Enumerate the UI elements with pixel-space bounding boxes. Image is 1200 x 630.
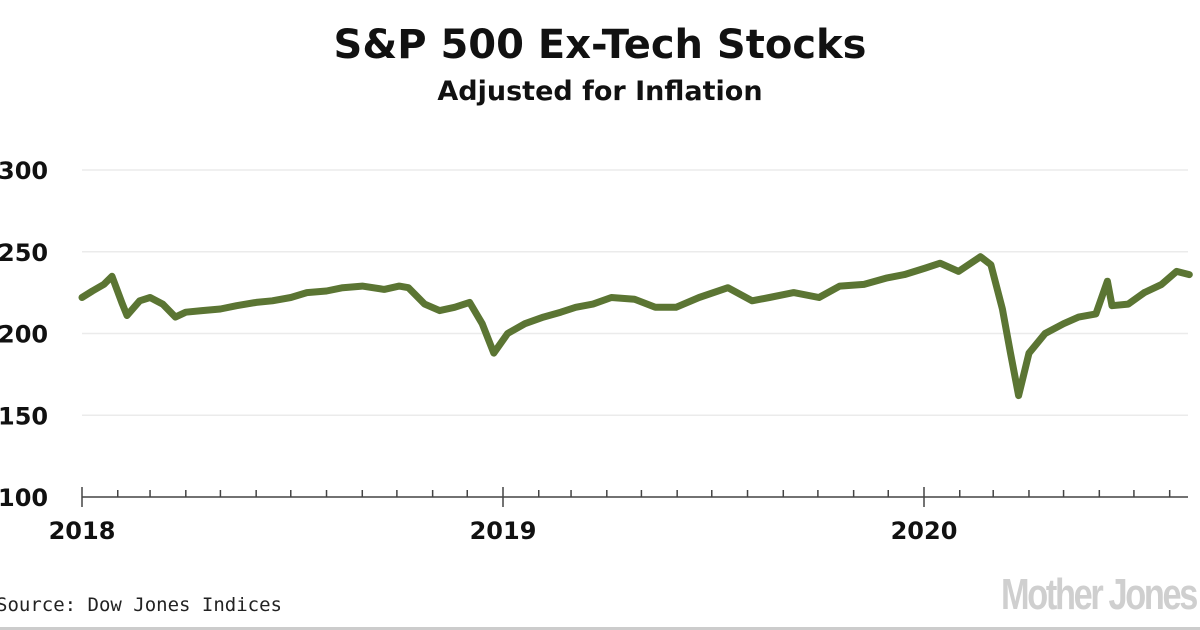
x-tick-label: 2019	[470, 517, 537, 545]
chart-subtitle: Adjusted for Inflation	[437, 76, 763, 107]
x-tick-label: 2020	[891, 517, 958, 545]
source-note: Source: Dow Jones Indices	[0, 594, 282, 616]
y-tick-label: 250	[0, 239, 48, 267]
mother-jones-logo: Mother Jones	[1000, 570, 1198, 619]
y-tick-label: 300	[0, 157, 48, 185]
series-line	[78, 253, 1193, 400]
chart-title: S&P 500 Ex-Tech Stocks	[333, 22, 867, 68]
y-tick-label: 200	[0, 321, 48, 349]
y-tick-label: 150	[0, 402, 48, 430]
x-tick-label: 2018	[49, 517, 116, 545]
bottom-divider	[0, 627, 1200, 630]
y-tick-label: 100	[0, 484, 48, 512]
